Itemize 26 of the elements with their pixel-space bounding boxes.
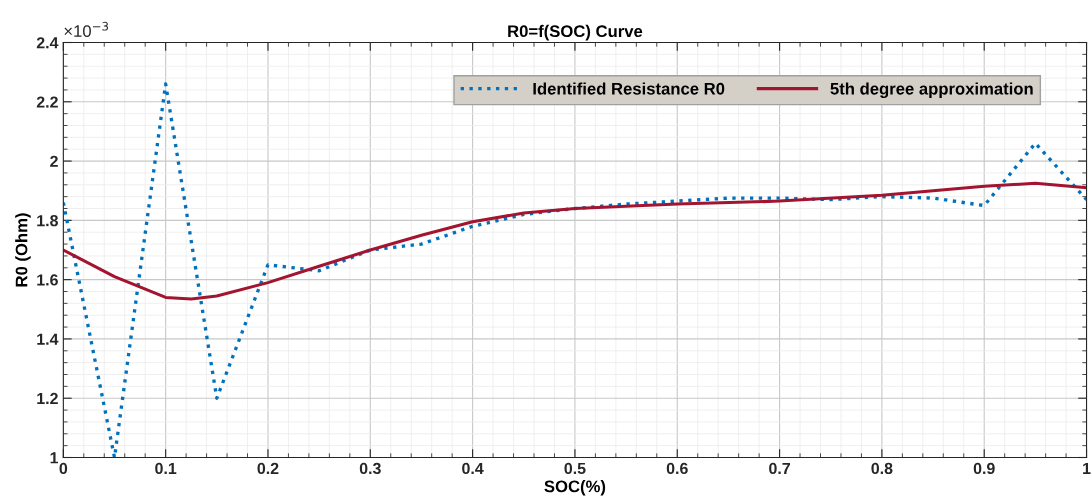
- x-tick-label: 0.9: [973, 462, 995, 475]
- y-tick-label: 1.6: [37, 274, 58, 286]
- y-tick-label: 1.8: [37, 214, 58, 227]
- text: ×10$^{−3}$: [64, 21, 109, 37]
- x-tick-label: 0: [59, 462, 68, 475]
- line-series: [63, 181, 1087, 301]
- legend-label: 5th degree approximation: [830, 82, 1033, 99]
- y-tick-label: 1: [50, 452, 59, 464]
- x-tick-label: 1: [1083, 462, 1091, 474]
- x-tick-label: 0.1: [155, 462, 177, 475]
- x-tick-label: 0.6: [666, 462, 688, 475]
- chart-title: R0=f(SOC) Curve: [508, 24, 643, 41]
- legend-label: Identified Resistance R0: [533, 82, 725, 95]
- y-tick-label: 1.4: [37, 333, 59, 345]
- x-tick-label: 0.5: [564, 462, 586, 475]
- x-tick-label: 0.2: [257, 462, 279, 475]
- x-tick-label: 0.4: [462, 462, 484, 475]
- y-tick-label: 2.4: [36, 37, 59, 49]
- y-tick-label: 2: [50, 155, 58, 167]
- y-tick-label: 1.2: [37, 392, 58, 404]
- x-tick-label: 0.8: [871, 462, 893, 475]
- y-tick-label: 2.2: [36, 96, 58, 108]
- x-tick-label: 0.3: [359, 462, 381, 475]
- y-axis-title: R0 (Ohm): [15, 213, 31, 287]
- x-axis-title: SOC(%): [544, 480, 606, 496]
- x-tick-label: 0.7: [769, 462, 790, 475]
